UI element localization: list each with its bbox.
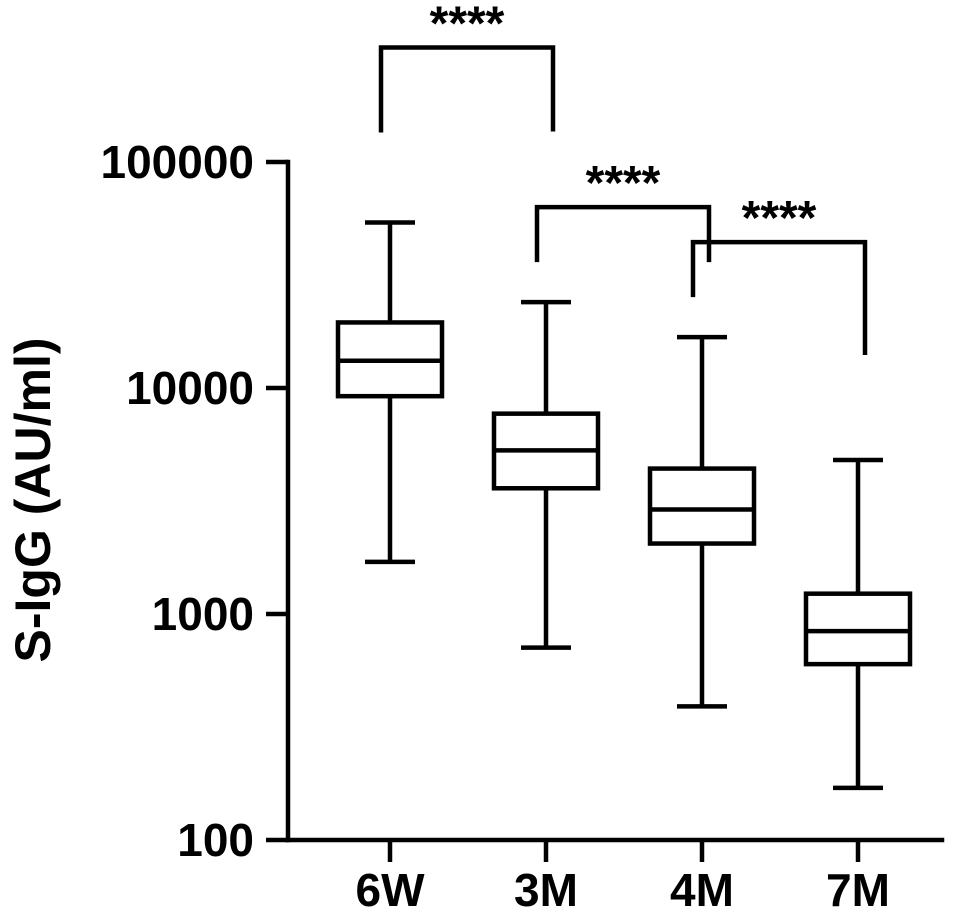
x-tick-label: 3M [514,864,578,916]
significance-bracket: **** [534,157,712,263]
significance-label: **** [586,157,661,210]
box-6W [335,220,445,565]
box-7M [803,457,913,791]
significance-label: **** [742,192,817,245]
bracket-line [690,239,868,356]
x-axis: 6W 3M 4M 7M [285,837,945,916]
box-3M [491,299,601,650]
bracket-line [378,45,556,133]
x-tick-label: 6W [356,864,426,916]
y-tick-label: 100000 [101,136,255,188]
significance-bracket: **** [690,192,868,356]
significance-brackets: **** **** **** [378,0,868,356]
y-tick-label: 100 [177,814,254,866]
x-tick-label: 7M [826,864,890,916]
significance-label: **** [430,0,505,50]
y-tick-label: 1000 [152,588,254,640]
box-4M [647,334,757,709]
iqr-box [647,466,757,546]
y-axis-label: S-IgG (AU/ml) [5,338,61,663]
y-tick-label: 10000 [126,362,254,414]
x-tick-label: 4M [670,864,734,916]
bracket-line [534,204,712,263]
box-series [335,220,913,791]
significance-bracket: **** [378,0,556,133]
y-axis: 100 1000 10000 100000 [101,136,291,866]
